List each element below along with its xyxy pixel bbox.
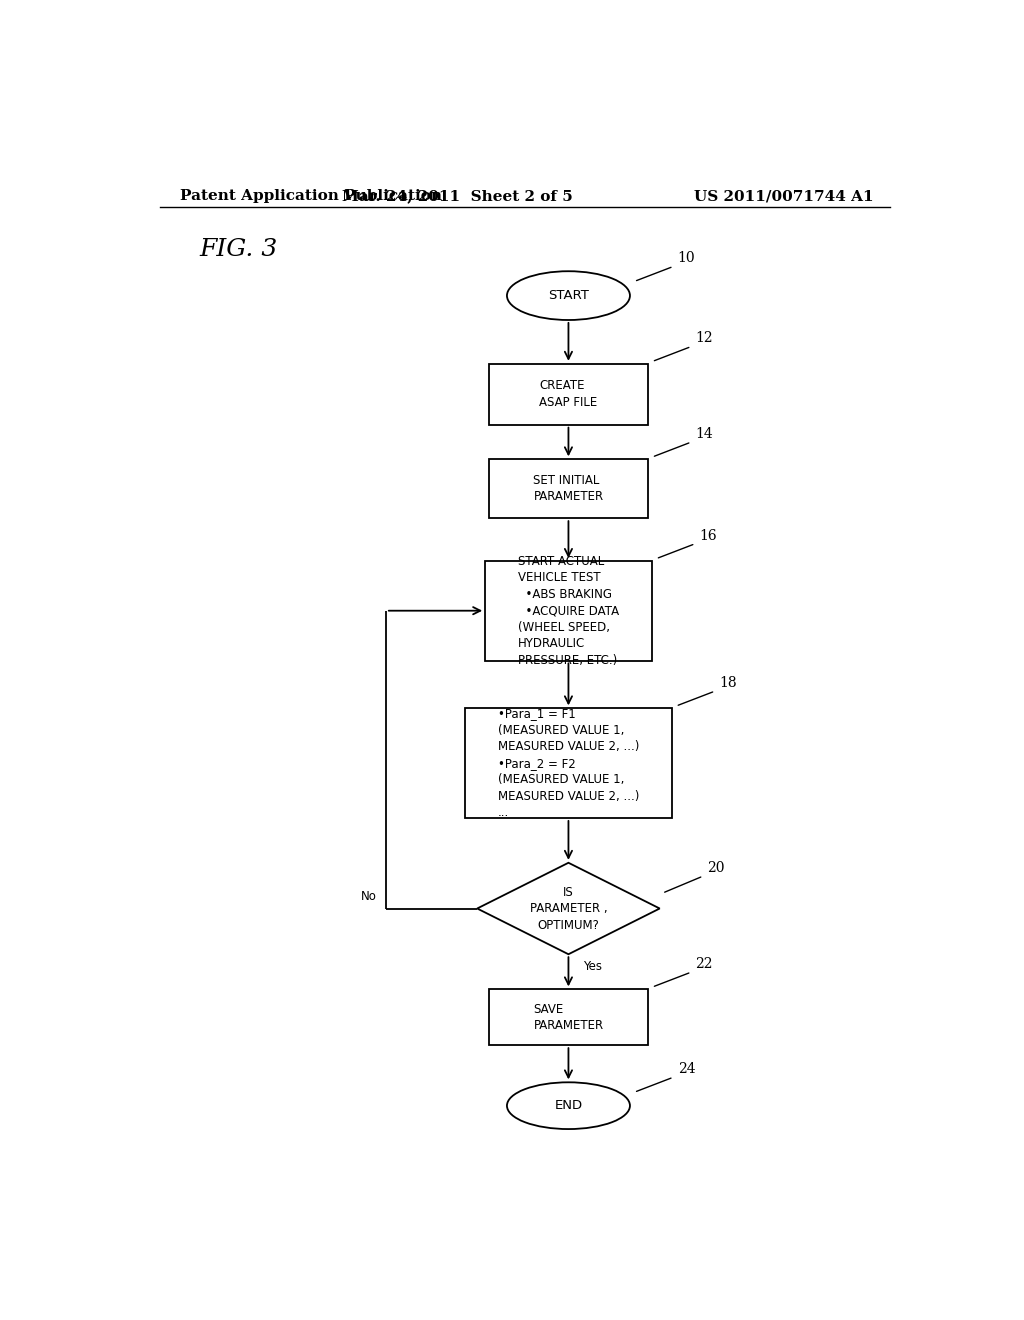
Ellipse shape bbox=[507, 1082, 630, 1129]
Text: Patent Application Publication: Patent Application Publication bbox=[179, 189, 441, 203]
Text: CREATE
ASAP FILE: CREATE ASAP FILE bbox=[540, 379, 598, 409]
Text: IS
PARAMETER ,
OPTIMUM?: IS PARAMETER , OPTIMUM? bbox=[529, 886, 607, 932]
Text: SAVE
PARAMETER: SAVE PARAMETER bbox=[534, 1002, 603, 1032]
Text: 12: 12 bbox=[695, 331, 713, 346]
Polygon shape bbox=[477, 863, 659, 954]
Text: END: END bbox=[554, 1100, 583, 1113]
Text: 20: 20 bbox=[708, 861, 725, 875]
Text: 10: 10 bbox=[678, 251, 695, 265]
FancyBboxPatch shape bbox=[465, 709, 672, 818]
Text: 18: 18 bbox=[719, 676, 737, 690]
Text: START ACTUAL
VEHICLE TEST
  •ABS BRAKING
  •ACQUIRE DATA
(WHEEL SPEED,
HYDRAULIC: START ACTUAL VEHICLE TEST •ABS BRAKING •… bbox=[518, 554, 620, 667]
Text: 14: 14 bbox=[695, 426, 713, 441]
FancyBboxPatch shape bbox=[485, 561, 652, 660]
Text: •Para_1 = F1
(MEASURED VALUE 1,
MEASURED VALUE 2, ...)
•Para_2 = F2
(MEASURED VA: •Para_1 = F1 (MEASURED VALUE 1, MEASURED… bbox=[498, 708, 639, 820]
Text: START: START bbox=[548, 289, 589, 302]
FancyBboxPatch shape bbox=[489, 459, 648, 519]
Text: US 2011/0071744 A1: US 2011/0071744 A1 bbox=[694, 189, 873, 203]
FancyBboxPatch shape bbox=[489, 989, 648, 1045]
Text: SET INITIAL
PARAMETER: SET INITIAL PARAMETER bbox=[534, 474, 603, 503]
FancyBboxPatch shape bbox=[489, 364, 648, 425]
Text: 16: 16 bbox=[699, 528, 717, 543]
Ellipse shape bbox=[507, 271, 630, 319]
Text: No: No bbox=[360, 891, 377, 903]
Text: FIG. 3: FIG. 3 bbox=[200, 239, 278, 261]
Text: Mar. 24, 2011  Sheet 2 of 5: Mar. 24, 2011 Sheet 2 of 5 bbox=[342, 189, 572, 203]
Text: 24: 24 bbox=[678, 1063, 695, 1076]
Text: 22: 22 bbox=[695, 957, 713, 972]
Text: Yes: Yes bbox=[583, 961, 602, 973]
